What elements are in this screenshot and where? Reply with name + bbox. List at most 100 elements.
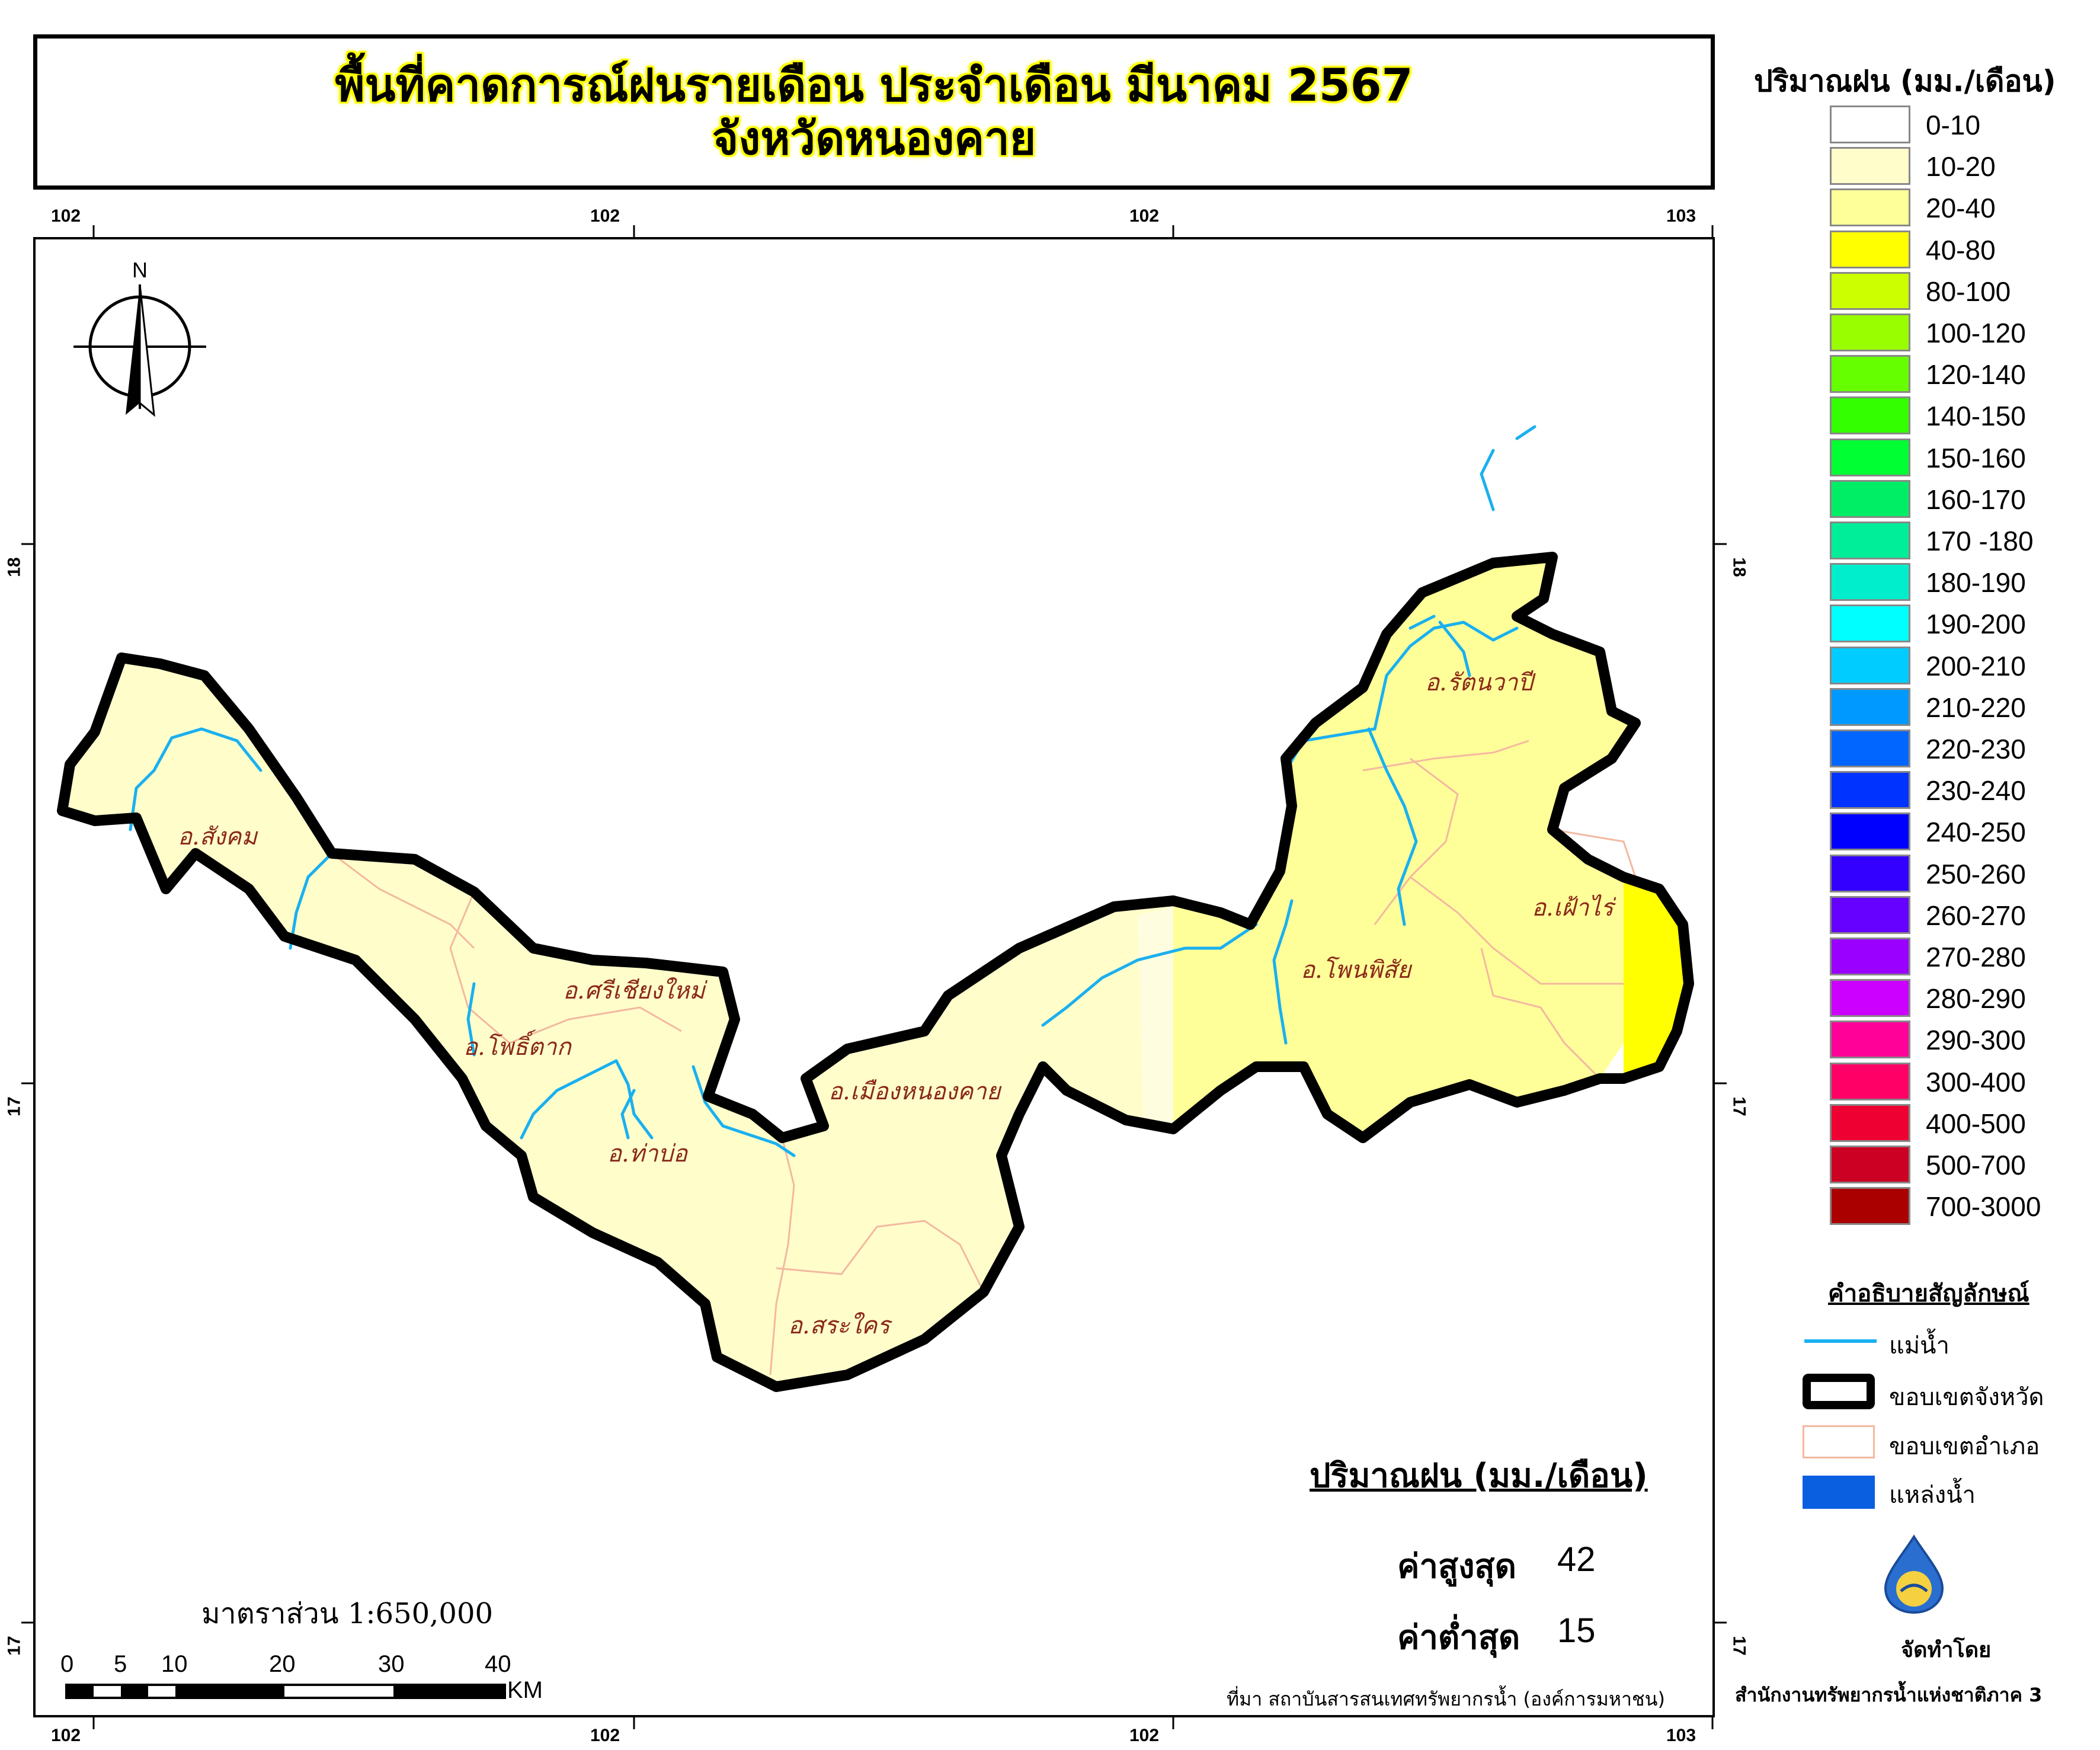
credit-org: สำนักงานทรัพยากรน้ำแห่งชาติภาค 3 <box>1735 1684 2043 1706</box>
legend-label: 0-10 <box>1926 110 1981 140</box>
legend-swatch <box>1830 147 1910 185</box>
legend-label: 40-80 <box>1926 234 1996 265</box>
legend-title: ปริมาณฝน (มม./เดือน) <box>1754 64 2056 98</box>
legend-swatch <box>1830 230 1910 268</box>
legend-swatch <box>1830 438 1910 476</box>
map-frame <box>33 237 1715 1717</box>
water-body-symbol <box>1803 1476 1875 1509</box>
scale-ratio-text: มาตราส่วน 1:650,000 <box>201 1597 494 1630</box>
legend-label: 290-300 <box>1926 1025 2026 1056</box>
map-title-line2: จังหวัดหนองคาย <box>712 112 1036 165</box>
legend-swatch <box>1830 604 1910 643</box>
source-text: ที่มา สถาบันสารสนเทศทรัพยากรน้ำ (องค์การ… <box>1227 1688 1665 1710</box>
legend-label: 400-500 <box>1926 1108 2026 1139</box>
legend-label: 120-140 <box>1926 359 2026 391</box>
scale-bar <box>65 1684 506 1699</box>
legend-swatch <box>1830 895 1910 934</box>
province-area-light-strip <box>1138 907 1173 1129</box>
legend-label: 280-290 <box>1926 983 2026 1015</box>
legend-swatch <box>1830 563 1910 602</box>
scale-tick-20: 20 <box>269 1651 296 1677</box>
amphoe-label-phon-phisai: อ.โพนพิสัย <box>1301 956 1413 984</box>
stats-heading: ปริมาณฝน (มม./เดือน) <box>1310 1457 1648 1495</box>
scale-tick-0: 0 <box>60 1651 74 1677</box>
legend-label: 170 -180 <box>1926 526 2034 556</box>
river-symbol <box>1804 1339 1877 1343</box>
symbology-title: คำอธิบายสัญลักษณ์ <box>1828 1280 2029 1307</box>
legend-swatch <box>1830 105 1910 143</box>
legend-label: 270-280 <box>1926 942 2026 972</box>
scale-tick-10: 10 <box>161 1651 188 1677</box>
scale-tick-40: 40 <box>485 1651 511 1677</box>
legend-label: 220-230 <box>1926 734 2026 764</box>
province-area-east <box>1173 557 1659 1138</box>
legend-label: 160-170 <box>1926 484 2026 515</box>
legend-swatch <box>1830 1146 1910 1183</box>
legend-swatch <box>1830 687 1910 726</box>
legend-label: 260-270 <box>1926 900 2026 931</box>
legend-label: 140-150 <box>1926 401 2026 432</box>
grid-label-bottom-4: 103 <box>1666 1726 1696 1745</box>
amphoe-label-mueang-nong-khai: อ.เมืองหนองคาย <box>828 1078 1002 1105</box>
scale-tick-5: 5 <box>114 1651 127 1677</box>
province-boundary <box>57 552 1694 1392</box>
legend-swatch <box>1830 313 1910 351</box>
legend-swatch <box>1830 1062 1910 1100</box>
legend-swatch <box>1830 730 1910 767</box>
legend-swatch <box>1830 188 1910 227</box>
grid-label-top-2: 102 <box>590 206 620 226</box>
scale-unit: KM <box>507 1677 543 1703</box>
legend-swatch <box>1830 812 1910 851</box>
grid-label-top-1: 102 <box>51 206 81 226</box>
legend-label: 240-250 <box>1926 817 2026 848</box>
symbology-province-label: ขอบเขตจังหวัด <box>1889 1384 2044 1411</box>
legend-swatch <box>1830 396 1910 435</box>
legend-label: 500-700 <box>1926 1150 2026 1180</box>
north-arrow-label: N <box>132 258 148 282</box>
amphoe-label-si-chiang-mai: อ.ศรีเชียงใหม่ <box>563 977 708 1004</box>
province-area-west <box>62 658 1173 1387</box>
stats-max-label: ค่าสูงสุด <box>1397 1547 1516 1586</box>
credit-label: จัดทำโดย <box>1901 1638 1992 1662</box>
legend-swatch <box>1830 979 1910 1018</box>
legend-label: 210-220 <box>1926 692 2026 723</box>
amphoe-label-sangkhom: อ.สังคม <box>178 823 258 850</box>
stats-max-value: 42 <box>1557 1540 1596 1579</box>
legend-label: 700-3000 <box>1926 1191 2041 1223</box>
amphoe-label-tha-bo: อ.ท่าบ่อ <box>607 1140 689 1167</box>
legend-swatch <box>1830 771 1910 810</box>
legend-swatch <box>1830 1187 1910 1226</box>
legend-swatch <box>1830 1103 1910 1142</box>
stats-min-label: ค่าต่ำสุด <box>1397 1618 1520 1657</box>
legend-label: 20-40 <box>1926 193 1996 224</box>
legend-swatch <box>1830 355 1910 393</box>
agency-logo <box>1884 1534 1944 1614</box>
legend-label: 190-200 <box>1926 609 2026 640</box>
legend-label: 180-190 <box>1926 567 2026 599</box>
legend-label: 300-400 <box>1926 1066 2026 1098</box>
legend-swatch <box>1830 271 1910 310</box>
amphoe-label-rattanawapi: อ.รัตนวาปี <box>1425 669 1536 696</box>
legend-swatch <box>1830 854 1910 892</box>
legend-label: 100-120 <box>1926 318 2026 348</box>
grid-label-bottom-1: 102 <box>51 1726 81 1745</box>
legend-swatch <box>1830 522 1910 559</box>
district-border-symbol <box>1803 1425 1875 1458</box>
legend-swatch <box>1830 938 1910 975</box>
legend-label: 230-240 <box>1926 775 2026 807</box>
legend-label: 250-260 <box>1926 858 2026 890</box>
legend-swatch <box>1830 1020 1910 1059</box>
legend-label: 10-20 <box>1926 151 1996 183</box>
map-title-line1: พื้นที่คาดการณ์ฝนรายเดือน ประจำเดือน มีน… <box>335 59 1413 112</box>
amphoe-label-fao-rai: อ.เฝ้าไร่ <box>1532 894 1616 922</box>
grid-label-top-4: 103 <box>1666 206 1696 226</box>
grid-label-top-3: 102 <box>1129 206 1160 226</box>
graticule-ticks <box>21 225 1727 1729</box>
stats-min-value: 15 <box>1557 1611 1596 1650</box>
grid-label-bottom-2: 102 <box>590 1726 620 1745</box>
grid-label-bottom-3: 102 <box>1129 1726 1160 1745</box>
legend-swatch <box>1830 479 1910 518</box>
legend-label: 150-160 <box>1926 442 2026 474</box>
title-box: พื้นที่คาดการณ์ฝนรายเดือน ประจำเดือน มีน… <box>33 34 1715 190</box>
